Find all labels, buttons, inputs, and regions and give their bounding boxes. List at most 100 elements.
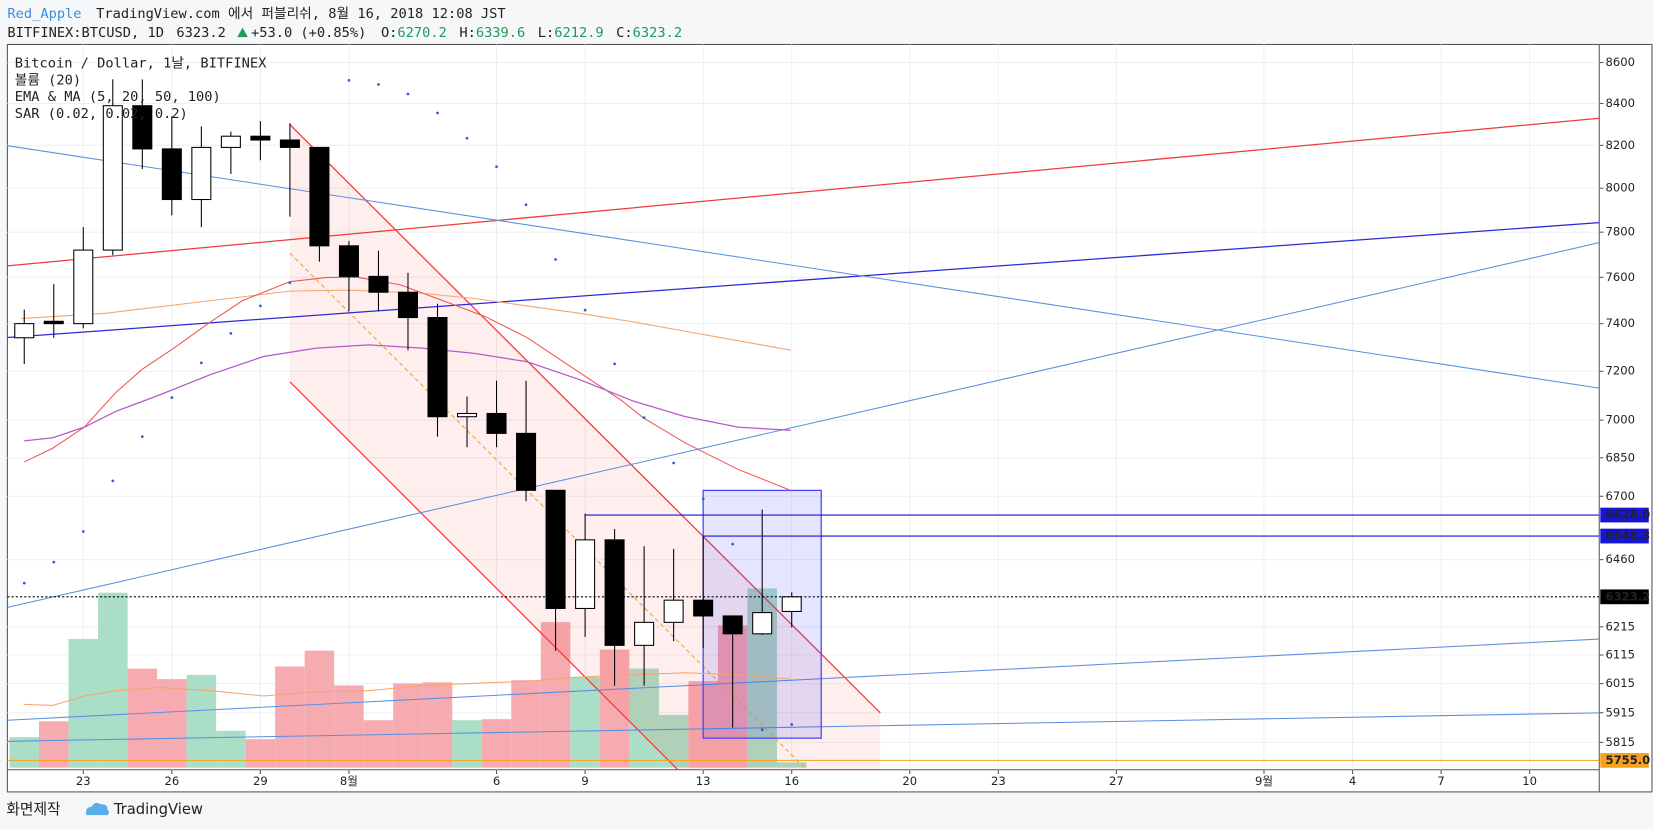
candle-body xyxy=(368,275,389,293)
sar-dot xyxy=(701,497,705,501)
volume-bar xyxy=(98,592,128,768)
channel-fill xyxy=(289,124,881,770)
trend-line xyxy=(7,117,1600,267)
sar-dots xyxy=(22,78,794,732)
candle-body xyxy=(161,148,182,201)
price-lines-layer: 6628.0 6548.3 6323.2 5755.0 xyxy=(7,508,1650,768)
volume-bar xyxy=(393,683,423,768)
candle-body xyxy=(427,317,448,418)
candle-body xyxy=(73,249,94,325)
x-tick-label: 26 xyxy=(164,774,179,788)
candle-body xyxy=(191,146,212,201)
volume-bar xyxy=(658,714,689,768)
sar-dot xyxy=(613,362,616,366)
candle-body xyxy=(220,135,241,148)
candles-layer xyxy=(14,79,802,728)
x-tick-label: 16 xyxy=(784,774,799,788)
sar-dot xyxy=(436,111,439,115)
candle-body xyxy=(279,139,300,148)
sar-dot xyxy=(554,258,557,261)
volume-bar xyxy=(304,650,335,768)
sar-dot xyxy=(642,416,646,420)
volume-bar xyxy=(216,730,246,768)
y-tick-label: 6115 xyxy=(1606,647,1635,661)
x-tick-label: 10 xyxy=(1522,774,1537,788)
trend-line xyxy=(7,638,1600,721)
sar-dot xyxy=(81,530,85,533)
volume-bar xyxy=(157,679,187,768)
trend-line xyxy=(7,712,1600,742)
sar-dot xyxy=(524,203,528,207)
y-tick-label: 5915 xyxy=(1606,705,1635,719)
ohlc-value: 6323.2 xyxy=(633,25,682,41)
x-tick-label: 20 xyxy=(902,774,917,788)
ohlc-value: 6270.2 xyxy=(397,25,446,41)
y-tick-label: 7400 xyxy=(1606,316,1635,330)
x-tick-label: 29 xyxy=(253,774,268,788)
sar-dot xyxy=(465,136,469,140)
change: +53.0 (+0.85%) xyxy=(251,25,366,41)
candle-body xyxy=(575,539,596,609)
x-tick-label: 4 xyxy=(1349,774,1356,788)
published: TradingView.com 에서 퍼블리쉬, 8월 16, 2018 12:… xyxy=(96,6,506,22)
brand[interactable]: TradingView xyxy=(113,801,203,818)
volume-ma xyxy=(24,672,791,706)
symbol-line: BITFINEX:BTCUSD, 1D 6323.2 +53.0 (+0.85%… xyxy=(7,25,682,41)
y-tick-label: 7800 xyxy=(1606,225,1635,239)
ma-line xyxy=(24,344,791,442)
y-tick-label: 8200 xyxy=(1606,138,1635,152)
channel-lower xyxy=(289,381,679,771)
candle-body xyxy=(14,323,35,339)
channel-upper xyxy=(289,124,881,714)
ohlc-label: L: xyxy=(538,25,554,41)
volume-bar xyxy=(9,737,40,768)
y-tick-label: 6215 xyxy=(1606,619,1635,633)
y-tick-label: 8000 xyxy=(1606,181,1635,195)
candle-body xyxy=(663,599,684,623)
y-tick-label: 6015 xyxy=(1606,676,1635,690)
legend: Bitcoin / Dollar, 1날, BITFINEX 볼륨 (20) E… xyxy=(15,55,267,122)
ma-line xyxy=(21,289,791,351)
price-tag-label: 6323.2 xyxy=(1606,589,1651,603)
sar-dot xyxy=(790,723,794,726)
legend-item: Bitcoin / Dollar, 1날, BITFINEX xyxy=(15,55,267,71)
legend-item: 볼륨 (20) xyxy=(15,72,81,88)
x-tick-label: 13 xyxy=(696,774,711,788)
sar-dot xyxy=(22,581,26,585)
y-tick-label: 8600 xyxy=(1606,55,1635,69)
sar-dot xyxy=(731,542,735,546)
candle-body xyxy=(545,489,566,609)
sar-dot xyxy=(111,479,115,483)
brand-logo[interactable] xyxy=(85,802,110,816)
symbol: BITFINEX:BTCUSD, 1D xyxy=(7,25,164,41)
sar-dot xyxy=(170,396,174,400)
ohlc-value: 6339.6 xyxy=(476,25,525,41)
x-tick-label: 23 xyxy=(991,774,1006,788)
volume-bar xyxy=(422,682,453,768)
x-tick-label: 8월 xyxy=(340,774,358,788)
volume-bar xyxy=(570,676,600,768)
trend-line xyxy=(7,222,1600,339)
legend-item: EMA & MA (5, 20, 50, 100) xyxy=(15,89,221,105)
sar-dot xyxy=(406,92,410,96)
trend-line xyxy=(7,145,1600,389)
candle-body xyxy=(752,612,773,635)
y-tick-label: 7600 xyxy=(1606,270,1635,284)
grid xyxy=(7,44,1600,770)
x-tick-label: 9월 xyxy=(1255,774,1273,788)
x-tick-label: 7 xyxy=(1437,774,1444,788)
candle-body xyxy=(693,599,714,617)
volume-bar xyxy=(186,674,217,768)
volume-bar xyxy=(481,719,512,768)
sar-dot xyxy=(288,281,292,285)
candle-body xyxy=(102,105,123,251)
candle-body xyxy=(43,320,64,325)
price-tag-label: 6548.3 xyxy=(1606,529,1651,543)
volume-bar xyxy=(127,668,158,768)
candle-body xyxy=(634,621,655,646)
candle-body xyxy=(781,596,802,612)
price-tag-label: 6628.0 xyxy=(1606,508,1651,522)
y-tick-label: 7200 xyxy=(1606,364,1635,378)
publisher[interactable]: Red_Apple xyxy=(7,6,81,22)
